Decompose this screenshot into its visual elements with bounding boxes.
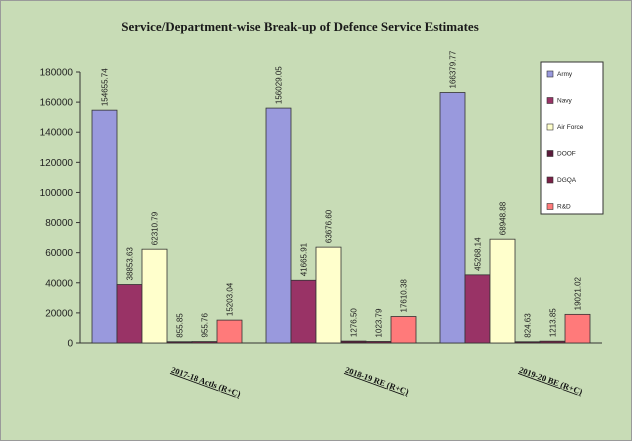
data-label: 166379.77	[449, 50, 458, 88]
y-tick-label: 140000	[40, 128, 74, 139]
bar	[166, 341, 193, 344]
y-tick-label: 80000	[45, 218, 73, 229]
bar	[489, 238, 516, 344]
bar	[539, 340, 566, 344]
y-tick-label: 20000	[45, 308, 73, 319]
axes: 0 20000 40000 60000 80000 100000 120000 140000 1…	[40, 68, 602, 399]
bar	[564, 313, 591, 344]
bar	[141, 248, 168, 344]
data-label: 15203.04	[226, 282, 235, 316]
y-tick-label: 120000	[40, 158, 74, 169]
bar	[340, 340, 367, 344]
legend: Army Navy Air Force DOOF DGQA R&D	[540, 61, 604, 215]
bar	[390, 316, 417, 344]
data-label: 19021.02	[574, 276, 583, 310]
bars: 154655.74 38853.63 62310.79 855.85 955.76 152…	[91, 50, 591, 344]
legend-swatch	[546, 97, 554, 104]
x-category-label: 2017-18 Actls (R+C)	[170, 364, 242, 399]
bar	[290, 279, 317, 344]
data-label: 156029.05	[275, 66, 284, 104]
bar	[514, 341, 541, 344]
bar	[365, 341, 392, 344]
data-label: 62310.79	[151, 211, 160, 245]
legend-swatch	[546, 150, 554, 157]
data-label: 1276.50	[350, 308, 359, 337]
data-label: 17610.38	[400, 279, 409, 313]
bar	[265, 107, 292, 344]
data-label: 1213.85	[549, 308, 558, 337]
data-label: 38853.63	[126, 247, 135, 281]
legend-swatch	[546, 176, 554, 184]
bar	[216, 319, 243, 344]
x-category-label: 2019-20 BE (R+C)	[518, 364, 584, 396]
data-label: 41665.91	[300, 242, 309, 276]
legend-swatch	[546, 123, 554, 131]
bar	[439, 92, 466, 344]
y-tick-label: 180000	[40, 68, 74, 79]
legend-entry: Navy	[557, 98, 573, 105]
data-label: 154655.74	[101, 68, 110, 106]
data-label: 855.85	[176, 313, 185, 338]
data-label: 955.76	[201, 313, 210, 338]
data-label: 63676.60	[325, 209, 334, 243]
legend-entry: DGQA	[557, 177, 577, 184]
y-tick-label: 0	[67, 339, 73, 350]
y-tick-label: 100000	[40, 188, 74, 199]
x-category-label: 2018-19 RE (R+C)	[344, 364, 411, 396]
legend-entry: Army	[557, 71, 573, 78]
legend-swatch	[546, 203, 554, 210]
data-label: 68948.88	[499, 201, 508, 235]
legend-entry: R&D	[557, 204, 571, 211]
data-label: 824.63	[524, 313, 533, 338]
bar	[191, 341, 218, 344]
legend-entry: DOOF	[557, 151, 576, 158]
chart-title: Service/Department-wise Break-up of Defe…	[121, 19, 479, 34]
bar	[315, 246, 342, 344]
y-tick-label: 40000	[45, 278, 73, 289]
bar	[464, 274, 491, 344]
y-tick-label: 60000	[45, 248, 73, 259]
legend-entry: Air Force	[557, 124, 584, 131]
data-label: 1023.79	[375, 308, 384, 337]
y-tick-label: 160000	[40, 98, 74, 109]
bar	[116, 284, 143, 344]
legend-box	[540, 61, 604, 215]
legend-swatch	[546, 70, 554, 78]
data-label: 45268.14	[474, 237, 483, 271]
bar	[91, 109, 118, 344]
